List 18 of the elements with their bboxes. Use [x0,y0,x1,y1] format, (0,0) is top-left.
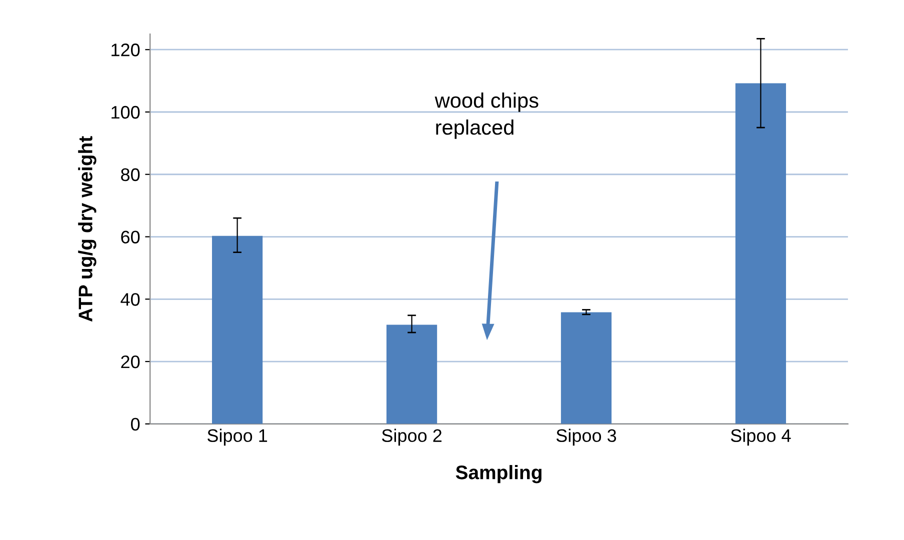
y-tick-label: 60 [121,230,140,244]
y-tick-label: 0 [131,418,140,431]
bar [735,83,786,424]
x-tick-label: Sipoo 3 [556,428,616,446]
x-tick-label: Sipoo 2 [382,428,442,446]
bar [386,324,438,424]
y-tick-label: 20 [121,355,140,368]
x-tick-label: Sipoo 4 [730,428,791,446]
x-axis-title: Sampling [456,465,542,484]
bar [212,236,263,424]
y-tick-label: 120 [112,44,140,56]
annotation: wood chips replaced [434,92,538,139]
bar [560,312,612,424]
x-tick-label: Sipoo 1 [208,428,268,446]
y-tick-label: 100 [112,106,140,119]
y-tick-label: 80 [121,168,140,182]
y-axis-title: ATP ug/g dry weight [78,136,96,322]
y-tick-label: 40 [120,293,140,306]
